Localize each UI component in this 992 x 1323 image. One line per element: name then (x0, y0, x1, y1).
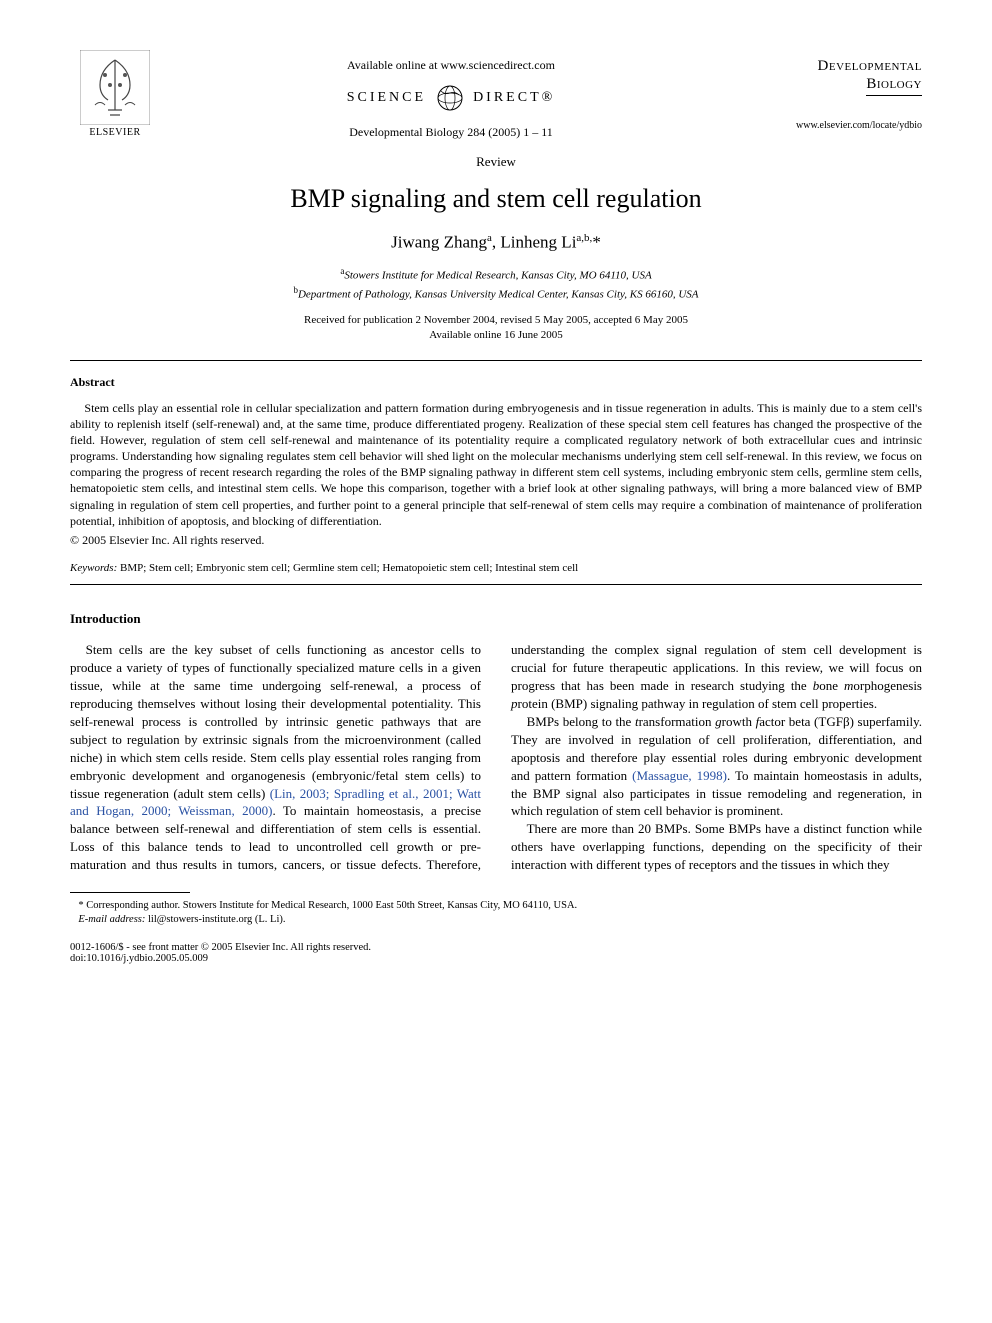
sciencedirect-logo: SCIENCE DIRECT® (160, 85, 742, 111)
body-paragraph: There are more than 20 BMPs. Some BMPs h… (511, 820, 922, 874)
publication-dates: Received for publication 2 November 2004… (70, 313, 922, 344)
journal-name-line1: Developmental (742, 58, 922, 75)
article-type: Review (70, 154, 922, 170)
sd-right: DIRECT® (473, 90, 555, 105)
center-header: Available online at www.sciencedirect.co… (160, 50, 742, 146)
body-columns: Stem cells are the key subset of cells f… (70, 641, 922, 874)
footer-issn-line: 0012-1606/$ - see front matter © 2005 El… (70, 942, 922, 953)
journal-url: www.elsevier.com/locate/ydbio (742, 120, 922, 131)
affiliations: aStowers Institute for Medical Research,… (70, 265, 922, 303)
divider-bottom (70, 584, 922, 585)
doi-line: doi:10.1016/j.ydbio.2005.05.009 (70, 953, 922, 964)
available-online-text: Available online at www.sciencedirect.co… (160, 58, 742, 73)
divider-top (70, 360, 922, 361)
affiliation-line: bDepartment of Pathology, Kansas Univers… (70, 284, 922, 303)
affiliation-line: aStowers Institute for Medical Research,… (70, 265, 922, 284)
email-label: E-mail address: (78, 914, 145, 925)
dates-online: Available online 16 June 2005 (70, 328, 922, 343)
footnotes: * Corresponding author. Stowers Institut… (70, 899, 922, 927)
abstract-text: Stem cells play an essential role in cel… (70, 400, 922, 530)
body-wrapper: Introduction Stem cells are the key subs… (70, 611, 922, 874)
email-note: E-mail address: lil@stowers-institute.or… (70, 913, 922, 927)
elsevier-logo: ELSEVIER (70, 50, 160, 138)
body-paragraph: BMPs belong to the transformation growth… (511, 713, 922, 821)
email-value: lil@stowers-institute.org (L. Li). (145, 914, 285, 925)
sd-left: SCIENCE (347, 90, 426, 105)
section-heading-intro: Introduction (70, 611, 922, 627)
elsevier-label: ELSEVIER (70, 127, 160, 138)
copyright-line: © 2005 Elsevier Inc. All rights reserved… (70, 533, 922, 548)
article-title: BMP signaling and stem cell regulation (70, 184, 922, 214)
header-row: ELSEVIER Available online at www.science… (70, 50, 922, 146)
keywords: Keywords: BMP; Stem cell; Embryonic stem… (70, 562, 922, 574)
journal-name-line2: Biology (866, 76, 922, 96)
journal-reference: Developmental Biology 284 (2005) 1 – 11 (160, 125, 742, 140)
footnote-separator (70, 892, 190, 893)
keywords-text: BMP; Stem cell; Embryonic stem cell; Ger… (117, 562, 578, 574)
corresponding-author-note: * Corresponding author. Stowers Institut… (70, 899, 922, 913)
authors: Jiwang Zhanga, Linheng Lia,b,* (70, 232, 922, 253)
sd-globe-icon (437, 85, 463, 111)
journal-title-block: Developmental Biology www.elsevier.com/l… (742, 50, 922, 131)
keywords-label: Keywords: (70, 562, 117, 574)
elsevier-tree-icon (80, 50, 150, 125)
dates-received: Received for publication 2 November 2004… (70, 313, 922, 328)
abstract-heading: Abstract (70, 375, 922, 390)
